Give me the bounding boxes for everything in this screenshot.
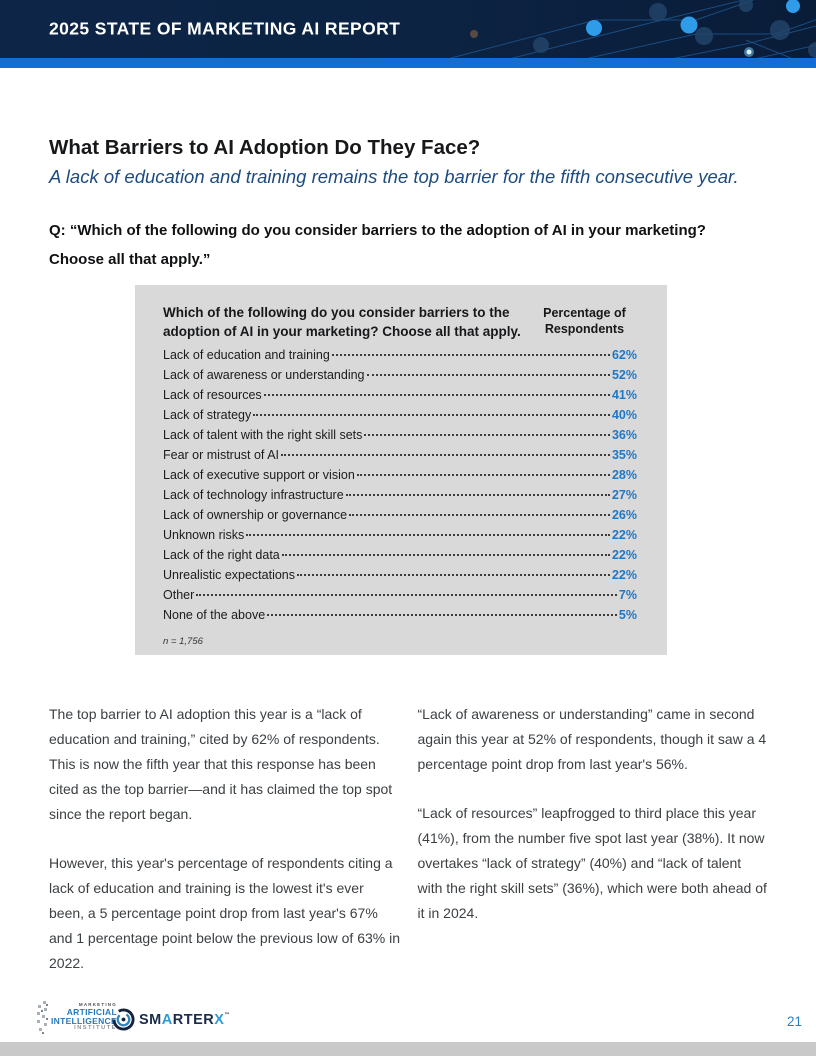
maii-line-institute: INSTITUTE — [74, 1025, 117, 1031]
row-label: None of the above — [163, 608, 266, 622]
dot-leader — [349, 514, 610, 516]
row-value: 40% — [611, 408, 637, 422]
row-label: Unknown risks — [163, 528, 245, 542]
table-row: Unrealistic expectations 22% — [163, 568, 637, 588]
bottom-bar — [0, 1042, 816, 1056]
survey-question: Q: “Which of the following do you consid… — [49, 222, 706, 268]
page-title: What Barriers to AI Adoption Do They Fac… — [49, 136, 481, 159]
table-row: Lack of talent with the right skill sets… — [163, 428, 637, 448]
paragraph: The top barrier to AI adoption this year… — [49, 706, 393, 822]
table-row: Unknown risks 22% — [163, 528, 637, 548]
row-value: 22% — [611, 548, 637, 562]
sx-trademark: ™ — [224, 1011, 230, 1018]
row-label: Lack of awareness or understanding — [163, 368, 365, 382]
dot-leader — [196, 594, 617, 596]
row-label: Unrealistic expectations — [163, 568, 296, 582]
paragraph: However, this year's percentage of respo… — [49, 855, 401, 971]
table-row: Lack of strategy 40% — [163, 408, 637, 428]
row-label: Lack of resources — [163, 388, 262, 402]
row-value: 41% — [611, 388, 637, 402]
row-label: Lack of the right data — [163, 548, 280, 562]
table-row: Lack of education and training 62% — [163, 348, 637, 368]
circuit-pattern-decoration — [449, 0, 816, 58]
dot-leader — [253, 414, 610, 416]
row-label: Other — [163, 588, 195, 602]
smarterx-wordmark: SMARTERX™ — [139, 1012, 230, 1028]
row-label: Lack of talent with the right skill sets — [163, 428, 363, 442]
dot-leader — [263, 394, 610, 396]
row-label: Lack of ownership or governance — [163, 508, 348, 522]
row-label: Lack of strategy — [163, 408, 252, 422]
table-row: Lack of technology infrastructure 27% — [163, 488, 637, 508]
row-value: 27% — [611, 488, 637, 502]
dot-leader — [246, 534, 610, 536]
row-label: Lack of education and training — [163, 348, 330, 362]
dot-leader — [366, 374, 610, 376]
dot-leader — [345, 494, 610, 496]
report-banner: 2025 STATE OF MARKETING AI REPORT — [0, 0, 816, 58]
sx-part-rter: RTER — [172, 1011, 215, 1028]
maii-brain-icon — [37, 1001, 48, 1034]
paragraph: “Lack of awareness or understanding” cam… — [417, 706, 767, 772]
table-row: Fear or mistrust of AI 35% — [163, 448, 637, 468]
report-title: 2025 STATE OF MARKETING AI REPORT — [49, 18, 401, 39]
row-value: 35% — [611, 448, 637, 462]
sx-part-a: A — [161, 1011, 173, 1028]
paragraph: “Lack of resources” leapfrogged to third… — [417, 805, 767, 921]
maii-line-intelligence: INTELLIGENCE — [51, 1015, 117, 1026]
marketing-ai-institute-logo: MARKETING ARTIFICIAL INTELLIGENCE INSTIT… — [36, 999, 117, 1035]
row-label: Lack of technology infrastructure — [163, 488, 344, 502]
accent-bar — [0, 58, 816, 68]
row-value: 28% — [611, 468, 637, 482]
sample-size-note: n = 1,756 — [163, 636, 203, 647]
row-value: 5% — [618, 608, 637, 622]
table-row: Lack of the right data 22% — [163, 548, 637, 568]
page-subtitle: A lack of education and training remains… — [49, 166, 739, 187]
page-number: 21 — [786, 1014, 802, 1029]
sx-part-sm: SM — [139, 1011, 162, 1028]
table-row: Lack of ownership or governance 26% — [163, 508, 637, 528]
table-header-percentage: Percentage of Respondents — [543, 306, 626, 336]
maii-line-artificial: ARTIFICIAL — [66, 1007, 117, 1017]
maii-line-marketing: MARKETING — [78, 1001, 117, 1007]
table-header-row: Which of the following do you consider b… — [163, 303, 637, 341]
body-column-right: “Lack of awareness or understanding” cam… — [418, 702, 770, 1000]
table-header-question: Which of the following do you consider b… — [163, 305, 521, 339]
row-value: 7% — [618, 588, 637, 602]
smarterx-ring-icon — [112, 1008, 135, 1031]
dot-leader — [364, 434, 610, 436]
dot-leader — [331, 354, 610, 356]
maii-wordmark: MARKETING ARTIFICIAL INTELLIGENCE INSTIT… — [51, 1001, 117, 1032]
row-value: 62% — [611, 348, 637, 362]
row-value: 36% — [611, 428, 637, 442]
body-column-left: The top barrier to AI adoption this year… — [49, 702, 401, 1000]
row-value: 22% — [611, 528, 637, 542]
row-value: 26% — [611, 508, 637, 522]
row-label: Fear or mistrust of AI — [163, 448, 280, 462]
table-row: None of the above 5% — [163, 608, 637, 628]
dot-leader — [281, 554, 610, 556]
table-row: Lack of executive support or vision 28% — [163, 468, 637, 488]
sx-part-x: X — [214, 1011, 225, 1028]
table-row: Other 7% — [163, 588, 637, 608]
row-value: 52% — [611, 368, 637, 382]
row-value: 22% — [611, 568, 637, 582]
body-text: The top barrier to AI adoption this year… — [49, 702, 769, 1000]
dot-leader — [267, 614, 617, 616]
table-row: Lack of resources 41% — [163, 388, 637, 408]
table-row: Lack of awareness or understanding 52% — [163, 368, 637, 388]
survey-results-table: Which of the following do you consider b… — [135, 285, 667, 655]
dot-leader — [281, 454, 610, 456]
dot-leader — [297, 574, 610, 576]
row-label: Lack of executive support or vision — [163, 468, 355, 482]
dot-leader — [356, 474, 610, 476]
smarterx-logo: SMARTERX™ — [112, 1008, 230, 1031]
